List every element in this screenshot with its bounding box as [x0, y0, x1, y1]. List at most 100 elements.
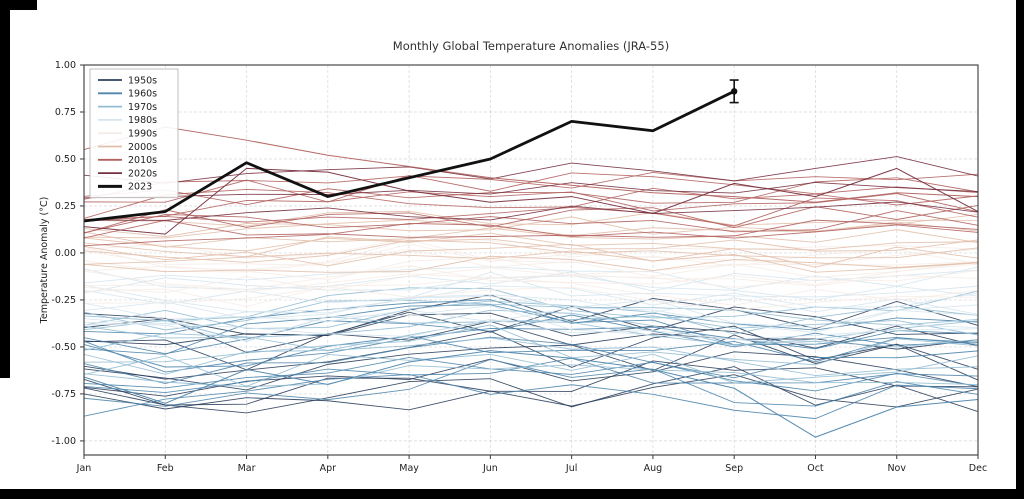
decade-line-1980s [83, 294, 979, 320]
x-tick-label: Jan [76, 463, 92, 474]
x-tick-label: Nov [887, 463, 906, 474]
x-tick-label: Jun [482, 463, 498, 474]
featured-line-1960s [83, 350, 979, 438]
screen-edge-bottom [0, 489, 1024, 499]
decade-line-1960s [83, 326, 979, 373]
decade-line-1990s [83, 267, 979, 294]
chart-title: Monthly Global Temperature Anomalies (JR… [393, 39, 669, 53]
x-tick-label: May [399, 463, 419, 474]
decade-line-2000s [83, 232, 979, 252]
decade-line-2010s [83, 172, 979, 203]
decade-line-2020s [83, 182, 979, 199]
decade-line-1970s [83, 300, 979, 335]
decade-line-2000s [83, 250, 979, 273]
legend-label-2020s: 2020s [128, 168, 157, 179]
legend-label-1960s: 1960s [128, 89, 157, 100]
decade-line-2000s [83, 236, 979, 258]
decade-line-2010s [83, 187, 979, 219]
y-axis-label: Temperature Anomaly (°C) [39, 197, 50, 325]
x-tick-label: Feb [157, 463, 174, 474]
decade-line-2010s [83, 177, 979, 206]
decade-line-2000s [83, 239, 979, 263]
y-tick-label: 0.25 [55, 201, 76, 212]
decade-line-2000s [83, 243, 979, 268]
plot-spines [83, 64, 979, 456]
y-tick-label: -1.00 [51, 436, 76, 447]
y-tick-label: 0.00 [55, 248, 76, 259]
decade-line-1970s [83, 309, 979, 346]
x-tick-label: Mar [238, 463, 256, 474]
decade-line-1980s [83, 295, 979, 329]
decade-line-1980s [83, 302, 979, 333]
legend-label-1990s: 1990s [128, 129, 157, 140]
decade-line-2010s [83, 219, 979, 239]
legend-label-1970s: 1970s [128, 102, 157, 113]
y-tick-label: -0.25 [51, 295, 76, 306]
decade-line-1970s [83, 315, 979, 342]
y-tick-label: -0.50 [51, 342, 76, 353]
decade-line-1960s [83, 359, 979, 407]
decade-line-2010s [83, 197, 979, 227]
legend-label-2000s: 2000s [128, 142, 157, 153]
decade-line-1950s [83, 306, 979, 353]
decade-line-1990s [83, 239, 979, 271]
y-tick-label: -0.75 [51, 389, 76, 400]
decade-line-1990s [83, 263, 979, 290]
screen-edge-top-stub [0, 0, 37, 10]
decade-line-1960s [83, 335, 979, 368]
decade-line-1980s [83, 284, 979, 313]
decade-line-1990s [83, 248, 979, 278]
decade-line-2000s [83, 214, 979, 238]
decade-line-1970s [83, 353, 979, 387]
decade-line-2010s [83, 210, 979, 234]
decade-line-2000s [83, 210, 979, 227]
x-tick-label: Sep [725, 463, 743, 474]
y-tick-label: 1.00 [55, 60, 76, 71]
decade-line-1960s [83, 314, 979, 355]
y-tick-label: 0.75 [55, 107, 76, 118]
series-2023-line [83, 90, 735, 223]
decade-line-1980s [83, 318, 979, 345]
decade-line-2020s [83, 201, 979, 221]
decade-line-1990s [83, 286, 979, 311]
series-2023-endpoint [730, 88, 738, 95]
featured-line-2010s [83, 126, 979, 203]
decade-line-1960s [83, 374, 979, 420]
legend-label-1980s: 1980s [128, 115, 157, 126]
x-tick-label: Dec [969, 463, 987, 474]
decade-line-2000s [83, 227, 979, 248]
decade-line-1980s [83, 275, 979, 301]
y-tick-label: 0.50 [55, 154, 76, 165]
decade-line-2010s [83, 172, 979, 200]
x-tick-label: Jul [565, 463, 577, 474]
legend-label-2010s: 2010s [128, 155, 157, 166]
decade-line-2010s [83, 204, 979, 234]
decade-line-2010s [83, 223, 979, 247]
decade-line-1950s [83, 312, 979, 349]
x-tick-label: Aug [644, 463, 663, 474]
decade-line-1950s [83, 360, 979, 406]
legend-label-2023: 2023 [128, 182, 152, 193]
decade-line-1970s [83, 320, 979, 351]
screen-edge-right [1016, 0, 1024, 499]
decade-line-1980s [83, 271, 979, 305]
decade-line-1990s [83, 276, 979, 308]
decade-line-2020s [83, 156, 979, 184]
decade-line-2010s [83, 191, 979, 222]
screen-edge-left [0, 0, 10, 378]
decade-line-1960s [83, 304, 979, 355]
x-tick-label: Apr [320, 463, 337, 474]
decade-line-1950s [83, 374, 979, 411]
decade-line-1970s [83, 364, 979, 388]
decade-line-1960s [83, 357, 979, 392]
decade-line-1980s [83, 305, 979, 342]
decade-line-1970s [83, 299, 979, 331]
legend-label-1950s: 1950s [128, 75, 157, 86]
decade-line-1990s [83, 273, 979, 293]
decade-line-1960s [83, 357, 979, 394]
decade-line-1970s [83, 324, 979, 366]
featured-line-2020s [83, 167, 979, 235]
decade-line-1970s [83, 337, 979, 377]
